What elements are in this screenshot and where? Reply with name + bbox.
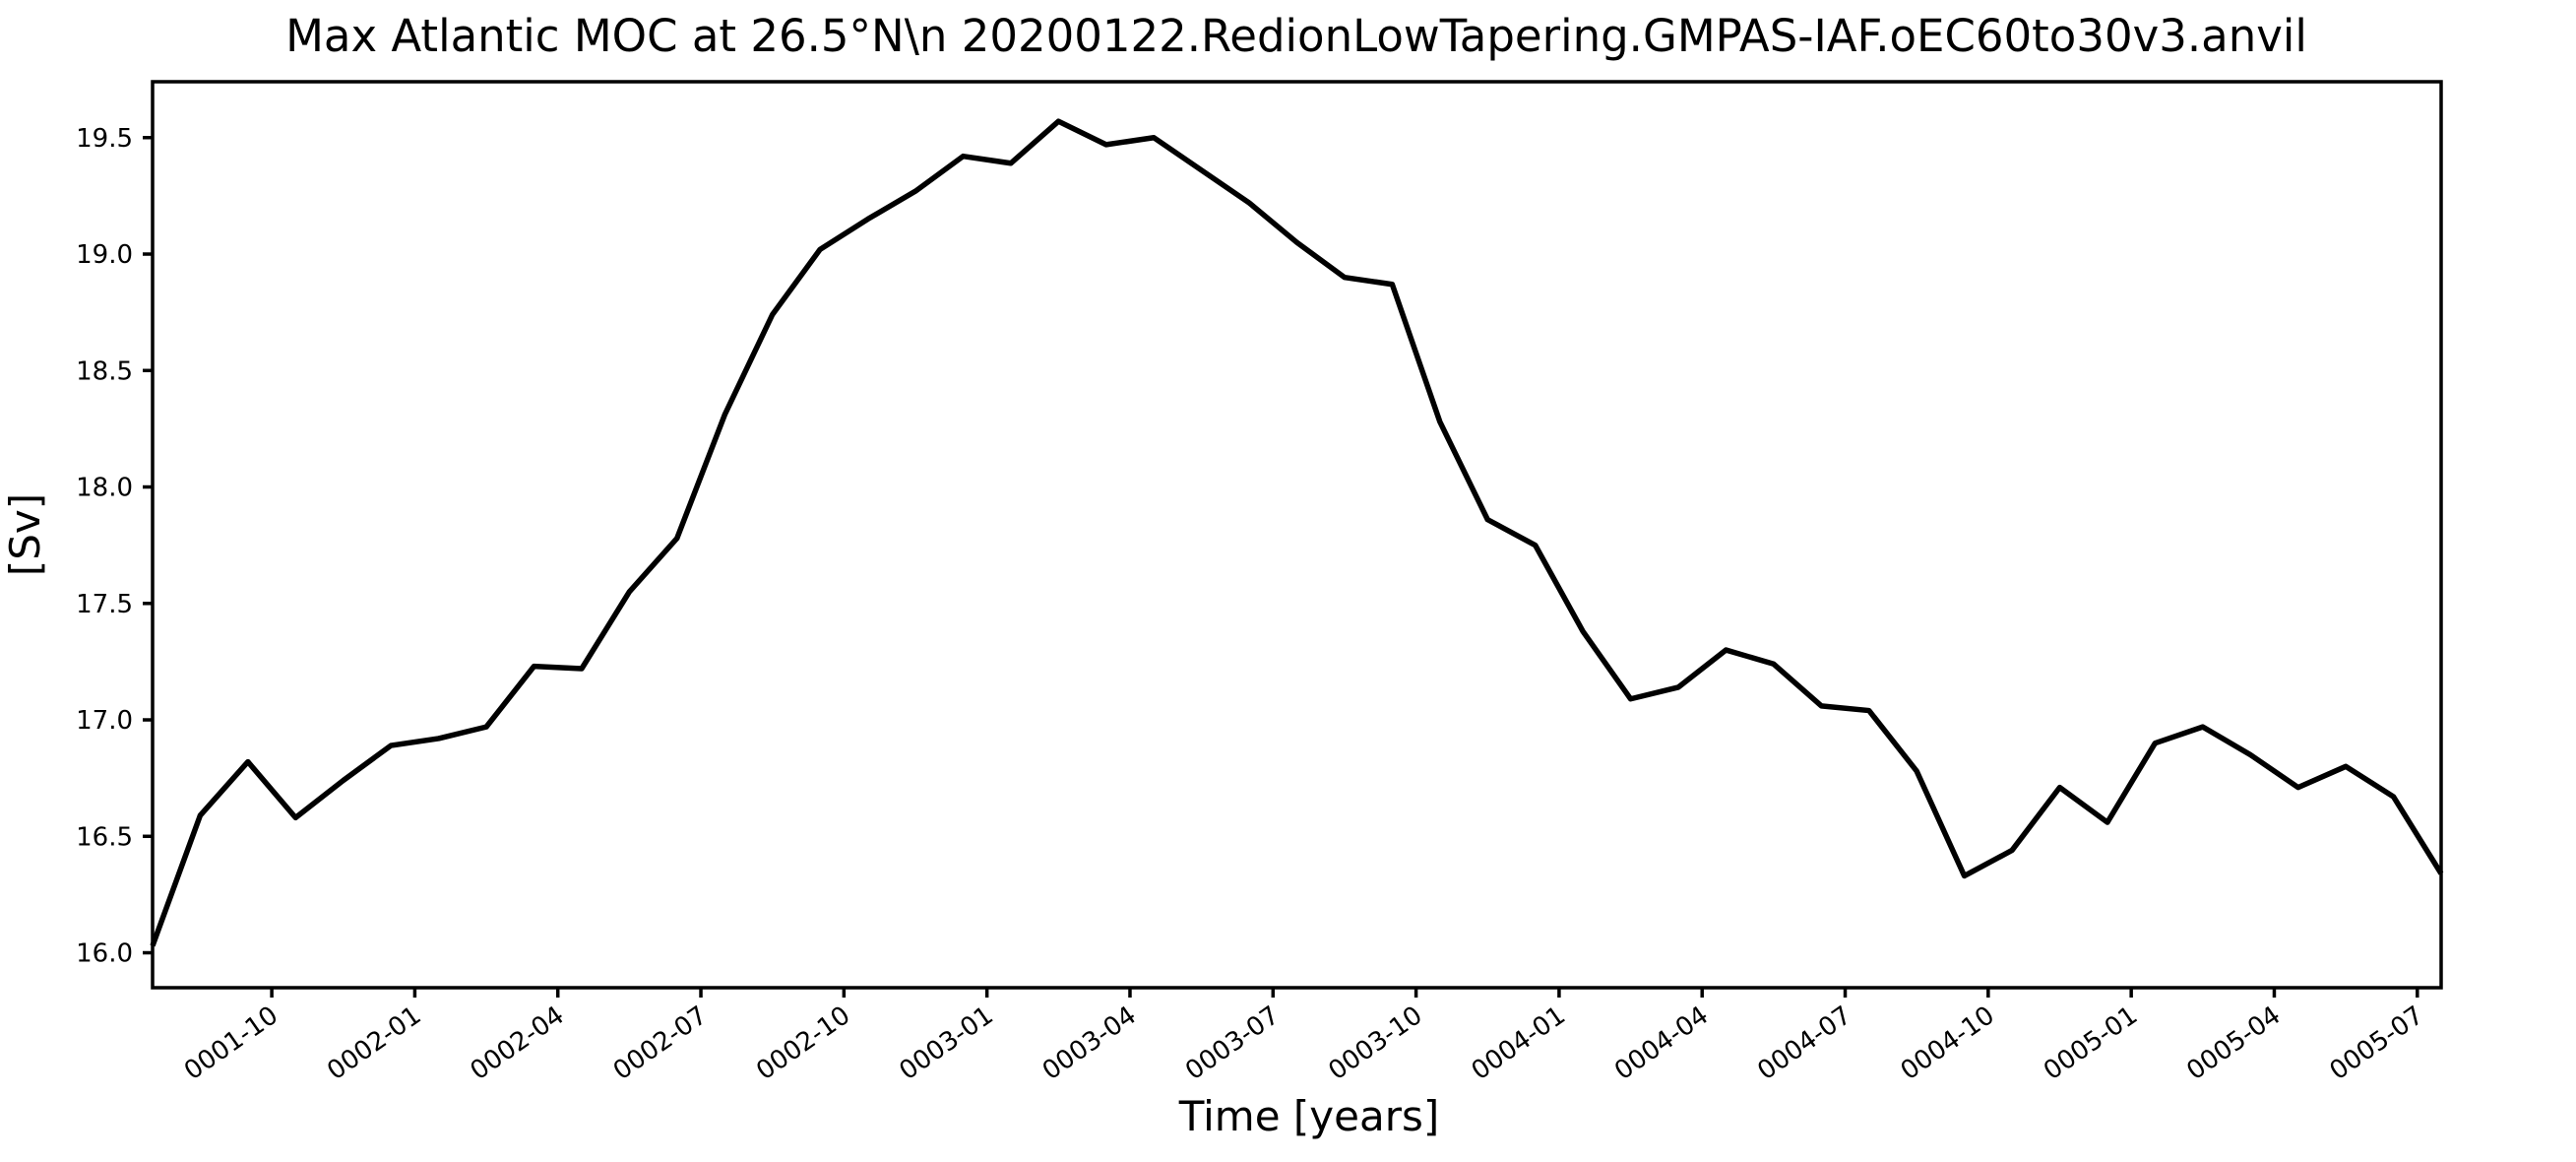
x-tick-label: 0002-04 xyxy=(466,1001,570,1086)
moc-data-line xyxy=(150,118,2444,947)
x-tick-label: 0004-07 xyxy=(1752,1001,1856,1086)
x-tick-label: 0001-10 xyxy=(179,1001,283,1086)
y-tick-label: 18.0 xyxy=(76,474,133,503)
y-axis-label: [Sv] xyxy=(1,493,49,576)
x-tick-label: 0003-10 xyxy=(1323,1001,1427,1086)
axes-layer: 16.0 16.5 17.0 17.5 18.0 18.5 19.0 19.5 0001-10 0… xyxy=(76,80,2443,1086)
chart-title: Max Atlantic MOC at 26.5°N\n 20200122.Re… xyxy=(285,10,2307,62)
x-tick-label: 0005-07 xyxy=(2325,1001,2429,1086)
x-tick-label: 0003-07 xyxy=(1180,1001,1285,1086)
x-tick-label: 0005-04 xyxy=(2181,1001,2286,1086)
y-tick-label: 17.5 xyxy=(76,590,133,619)
y-tick-label: 19.0 xyxy=(76,240,133,270)
axes-frame xyxy=(151,80,2443,990)
x-axis-label: Time [years] xyxy=(1178,1092,1440,1140)
x-tick-label: 0005-01 xyxy=(2039,1001,2143,1086)
y-tick-label: 19.5 xyxy=(76,124,133,154)
x-tick-label: 0002-07 xyxy=(608,1001,713,1086)
plot-layer xyxy=(150,118,2444,947)
x-tick-label: 0002-01 xyxy=(322,1001,426,1086)
x-tick-label: 0004-04 xyxy=(1609,1001,1714,1086)
y-tick-label: 18.5 xyxy=(76,356,133,386)
x-tick-label: 0004-01 xyxy=(1467,1001,1571,1086)
x-tick-label: 0002-10 xyxy=(751,1001,855,1086)
x-tick-label: 0003-04 xyxy=(1037,1001,1142,1086)
y-tick-label: 16.0 xyxy=(76,939,133,969)
y-tick-label: 16.5 xyxy=(76,822,133,852)
x-tick-label: 0003-01 xyxy=(894,1001,998,1086)
y-tick-label: 17.0 xyxy=(76,706,133,736)
x-tick-label: 0004-10 xyxy=(1896,1001,2000,1086)
